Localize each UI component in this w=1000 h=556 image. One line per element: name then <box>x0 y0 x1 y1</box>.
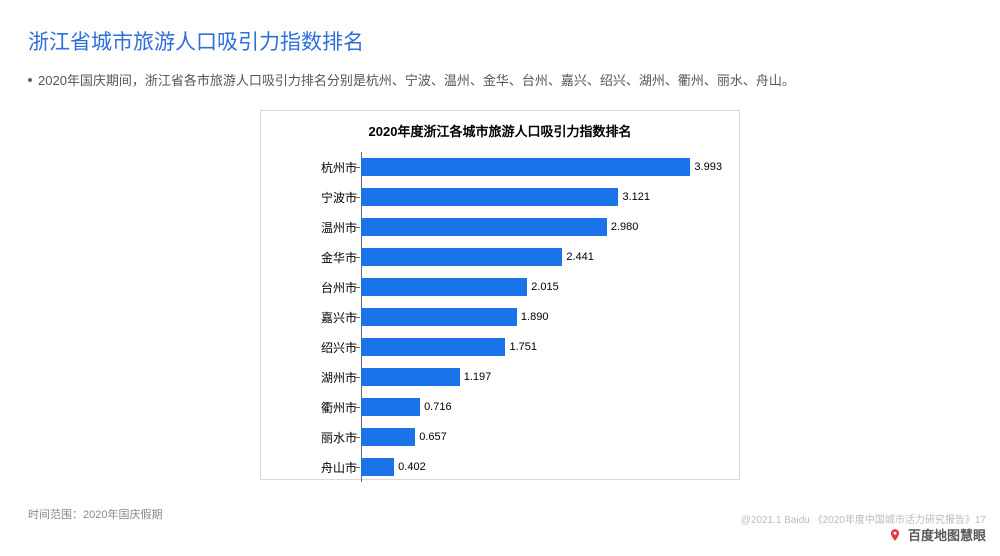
bar-track: 0.402 <box>361 458 691 476</box>
page-title: 浙江省城市旅游人口吸引力指数排名 <box>28 26 364 56</box>
bar-category-label: 舟山市 <box>297 459 357 476</box>
axis-tick <box>355 257 360 258</box>
bar-category-label: 丽水市 <box>297 429 357 446</box>
bar-row: 温州市2.980 <box>361 212 719 242</box>
axis-tick <box>355 437 360 438</box>
bar-row: 丽水市0.657 <box>361 422 719 452</box>
bar-fill <box>361 248 562 266</box>
bar-track: 3.121 <box>361 188 691 206</box>
bar-fill <box>361 158 690 176</box>
bar-value-label: 1.890 <box>521 311 549 323</box>
bar-fill <box>361 398 420 416</box>
bar-fill <box>361 278 527 296</box>
bar-fill <box>361 338 505 356</box>
subtitle-row: 2020年国庆期间，浙江省各市旅游人口吸引力排名分别是杭州、宁波、温州、金华、台… <box>28 70 795 89</box>
chart-title: 2020年度浙江各城市旅游人口吸引力指数排名 <box>261 121 739 140</box>
axis-tick <box>355 377 360 378</box>
bar-category-label: 嘉兴市 <box>297 309 357 326</box>
bar-row: 绍兴市1.751 <box>361 332 719 362</box>
bar-row: 衢州市0.716 <box>361 392 719 422</box>
chart-container: 2020年度浙江各城市旅游人口吸引力指数排名 杭州市3.993宁波市3.121温… <box>260 110 740 480</box>
bar-row: 湖州市1.197 <box>361 362 719 392</box>
axis-tick <box>355 287 360 288</box>
bar-value-label: 0.657 <box>419 431 447 443</box>
axis-tick <box>355 407 360 408</box>
bar-track: 2.980 <box>361 218 691 236</box>
bar-fill <box>361 188 618 206</box>
bar-value-label: 3.993 <box>694 161 722 173</box>
bar-category-label: 温州市 <box>297 219 357 236</box>
subtitle-text: 2020年国庆期间，浙江省各市旅游人口吸引力排名分别是杭州、宁波、温州、金华、台… <box>38 70 795 89</box>
bar-category-label: 绍兴市 <box>297 339 357 356</box>
bar-value-label: 2.441 <box>566 251 594 263</box>
axis-tick <box>355 467 360 468</box>
bar-fill <box>361 428 415 446</box>
axis-tick <box>355 317 360 318</box>
map-pin-icon <box>888 528 902 542</box>
bar-category-label: 宁波市 <box>297 189 357 206</box>
bar-track: 0.716 <box>361 398 691 416</box>
bar-track: 1.197 <box>361 368 691 386</box>
bar-value-label: 0.716 <box>424 401 452 413</box>
bar-category-label: 杭州市 <box>297 159 357 176</box>
axis-tick <box>355 167 360 168</box>
bar-fill <box>361 308 517 326</box>
bar-track: 2.015 <box>361 278 691 296</box>
bar-row: 金华市2.441 <box>361 242 719 272</box>
bar-fill <box>361 218 607 236</box>
brand-text: 百度地图慧眼 <box>908 525 986 544</box>
bar-track: 1.751 <box>361 338 691 356</box>
bar-row: 宁波市3.121 <box>361 182 719 212</box>
bar-track: 0.657 <box>361 428 691 446</box>
bar-value-label: 2.980 <box>611 221 639 233</box>
footer-brand: 百度地图慧眼 <box>888 525 986 544</box>
bar-category-label: 湖州市 <box>297 369 357 386</box>
bar-category-label: 金华市 <box>297 249 357 266</box>
copyright-text: @2021.1 Baidu 《2020年度中国城市活力研究报告》17 <box>741 511 986 526</box>
bar-track: 2.441 <box>361 248 691 266</box>
bar-value-label: 2.015 <box>531 281 559 293</box>
axis-tick <box>355 197 360 198</box>
bar-value-label: 1.751 <box>509 341 537 353</box>
footer-time-range: 时间范围：2020年国庆假期 <box>28 506 162 522</box>
bar-category-label: 台州市 <box>297 279 357 296</box>
bullet-icon <box>28 78 32 82</box>
bar-row: 舟山市0.402 <box>361 452 719 482</box>
bar-row: 嘉兴市1.890 <box>361 302 719 332</box>
bar-value-label: 1.197 <box>464 371 492 383</box>
bar-row: 杭州市3.993 <box>361 152 719 182</box>
bar-value-label: 3.121 <box>622 191 650 203</box>
axis-tick <box>355 347 360 348</box>
axis-tick <box>355 227 360 228</box>
bars-area: 杭州市3.993宁波市3.121温州市2.980金华市2.441台州市2.015… <box>261 152 739 482</box>
bar-row: 台州市2.015 <box>361 272 719 302</box>
bar-track: 3.993 <box>361 158 691 176</box>
bar-value-label: 0.402 <box>398 461 426 473</box>
bar-fill <box>361 368 460 386</box>
bar-category-label: 衢州市 <box>297 399 357 416</box>
bar-fill <box>361 458 394 476</box>
bar-track: 1.890 <box>361 308 691 326</box>
